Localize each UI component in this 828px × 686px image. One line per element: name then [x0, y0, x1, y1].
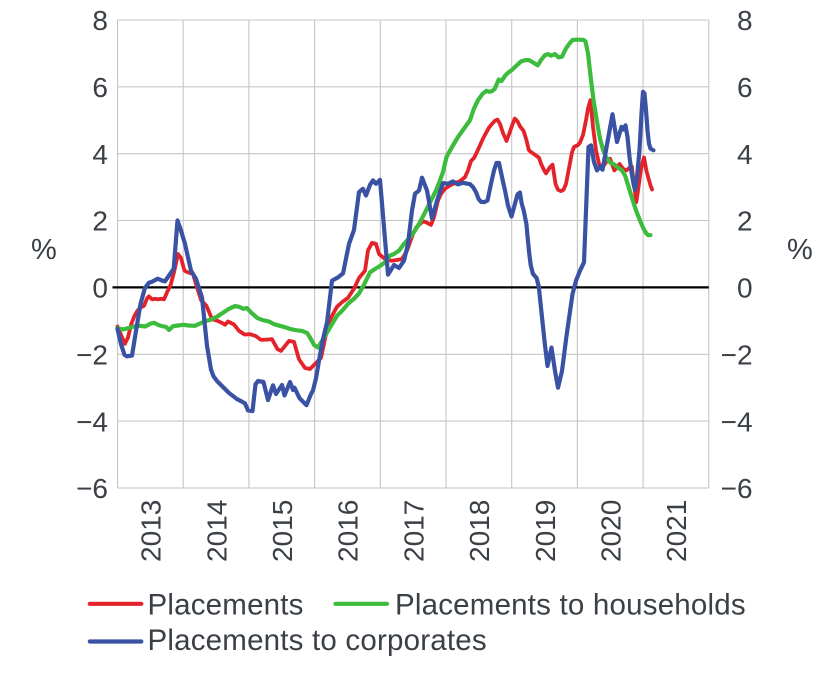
svg-text:6: 6	[737, 72, 753, 103]
svg-text:2021: 2021	[661, 500, 692, 562]
svg-text:8: 8	[737, 5, 753, 36]
svg-text:2019: 2019	[530, 500, 561, 562]
svg-text:2020: 2020	[595, 500, 626, 562]
svg-text:8: 8	[92, 5, 108, 36]
svg-text:0: 0	[737, 273, 753, 304]
svg-text:2016: 2016	[333, 500, 364, 562]
svg-text:2015: 2015	[267, 500, 298, 562]
svg-text:−6: −6	[721, 473, 753, 504]
svg-text:−4: −4	[76, 406, 108, 437]
svg-text:2017: 2017	[398, 500, 429, 562]
svg-text:−2: −2	[76, 340, 108, 371]
svg-text:2014: 2014	[201, 500, 232, 562]
svg-text:Placements to corporates: Placements to corporates	[148, 624, 487, 657]
svg-text:4: 4	[737, 139, 753, 170]
svg-text:6: 6	[92, 72, 108, 103]
svg-text:Placements: Placements	[148, 589, 304, 622]
svg-text:2: 2	[737, 206, 753, 237]
svg-text:Placements to households: Placements to households	[395, 589, 746, 622]
svg-text:%: %	[31, 234, 57, 266]
svg-text:2013: 2013	[136, 500, 167, 562]
svg-text:−4: −4	[721, 406, 753, 437]
svg-text:−2: −2	[721, 340, 753, 371]
svg-text:0: 0	[92, 273, 108, 304]
svg-text:2: 2	[92, 206, 108, 237]
svg-text:2018: 2018	[464, 500, 495, 562]
svg-text:%: %	[787, 234, 813, 266]
svg-text:4: 4	[92, 139, 108, 170]
svg-text:−6: −6	[76, 473, 108, 504]
